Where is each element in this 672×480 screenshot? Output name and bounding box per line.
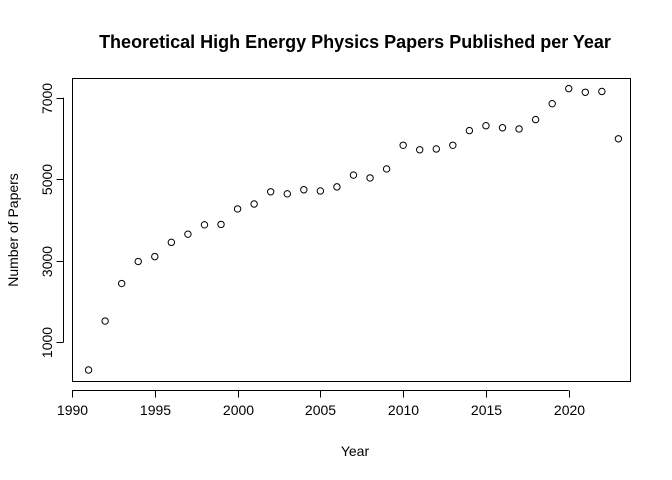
data-point	[382, 165, 391, 173]
y-axis-label: Number of Papers	[5, 173, 21, 287]
data-point	[333, 183, 341, 191]
x-tick-label-2020: 2020	[554, 402, 585, 418]
data-point	[349, 171, 358, 179]
y-tick-label-3000: 3000	[39, 246, 55, 277]
data-point	[84, 366, 93, 374]
data-point	[184, 230, 192, 238]
data-point	[548, 99, 556, 108]
chart-title: Theoretical High Energy Physics Papers P…	[99, 32, 611, 52]
plot-area-frame	[72, 78, 631, 382]
data-point	[531, 115, 540, 124]
data-point	[167, 238, 176, 247]
data-point	[200, 221, 209, 229]
y-tick-label-7000: 7000	[39, 83, 55, 114]
data-point	[283, 190, 291, 198]
data-point	[300, 186, 308, 194]
x-tick-label-1990: 1990	[57, 402, 88, 418]
data-point	[515, 125, 523, 133]
data-point	[250, 200, 258, 208]
data-point	[316, 187, 325, 195]
data-point	[366, 174, 374, 182]
data-point	[233, 205, 242, 213]
x-tick-label-2010: 2010	[388, 402, 419, 418]
y-tick-label-5000: 5000	[39, 164, 55, 195]
data-point	[151, 252, 159, 261]
x-tick-label-2015: 2015	[471, 402, 502, 418]
x-axis-label: Year	[341, 443, 370, 459]
data-point	[449, 141, 457, 149]
data-point	[482, 122, 490, 130]
data-point	[614, 135, 623, 143]
x-tick-label-2000: 2000	[223, 402, 254, 418]
data-point	[416, 146, 424, 154]
data-points	[84, 84, 623, 374]
data-point	[498, 124, 507, 132]
data-point	[432, 145, 440, 153]
y-tick-label-1000: 1000	[39, 327, 55, 358]
data-point	[581, 88, 589, 96]
data-point	[217, 220, 225, 229]
data-point	[101, 317, 109, 325]
data-point	[266, 188, 275, 196]
data-point	[134, 257, 142, 266]
data-point	[565, 84, 573, 93]
x-axis: 1990 1995 2000 2005 2010 2015 2020	[57, 390, 585, 418]
data-point	[598, 87, 606, 96]
data-point	[465, 126, 474, 135]
data-point	[117, 279, 126, 288]
x-tick-label-1995: 1995	[140, 402, 171, 418]
y-axis: 1000 3000 5000 7000	[39, 83, 64, 358]
data-point	[399, 141, 407, 149]
x-tick-label-2005: 2005	[305, 402, 336, 418]
